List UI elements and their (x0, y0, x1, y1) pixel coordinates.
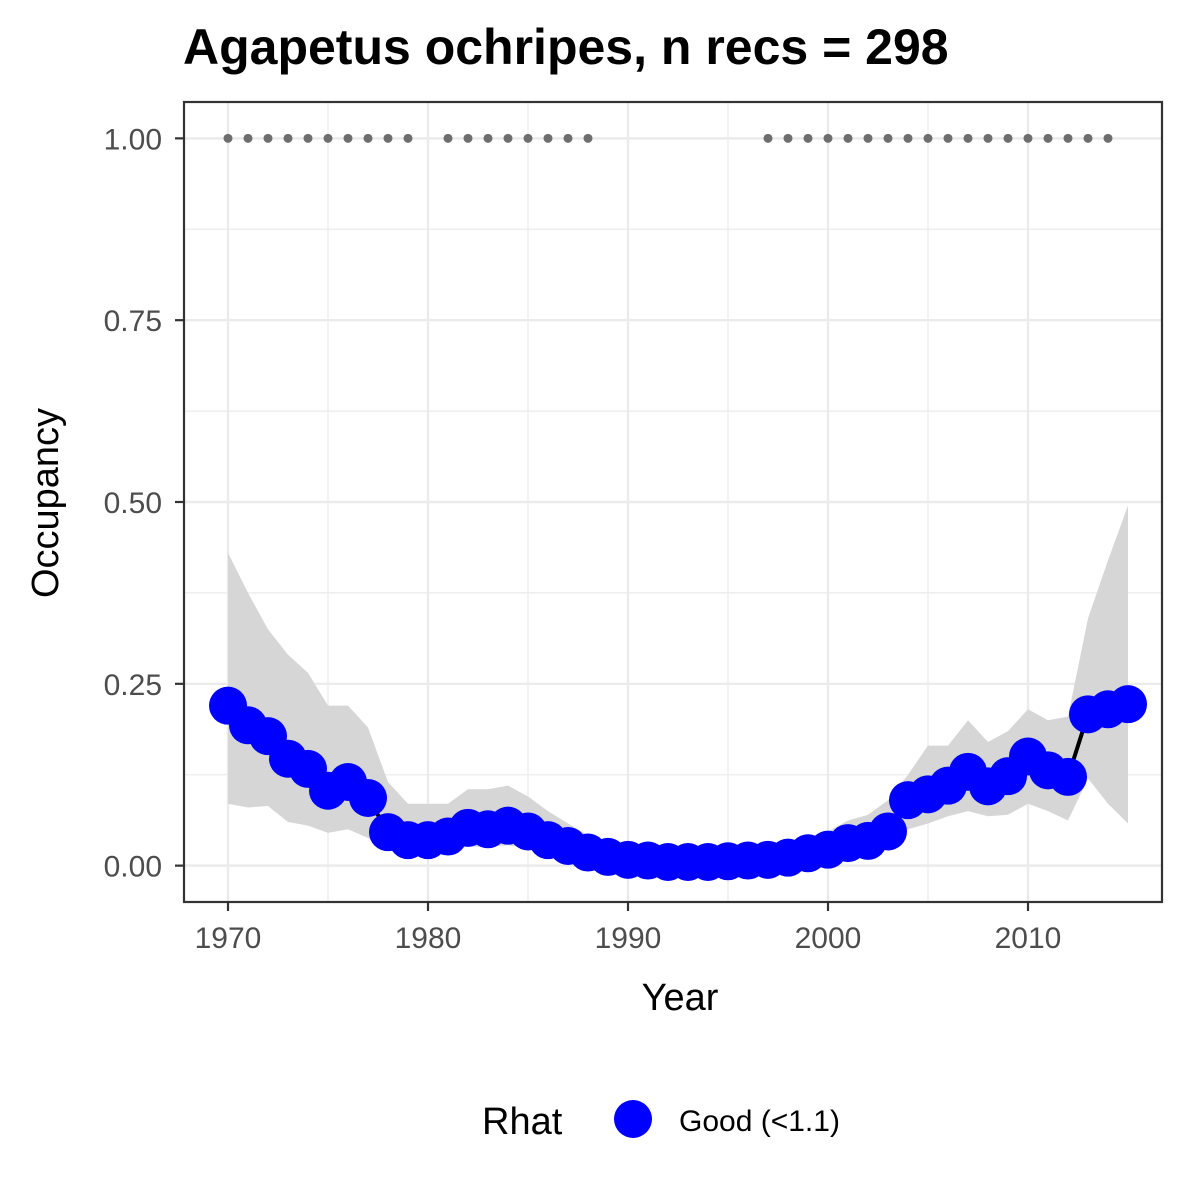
record-dot (323, 133, 333, 143)
record-dot (1023, 133, 1033, 143)
x-tick-label: 1970 (195, 922, 262, 955)
record-dot (243, 133, 253, 143)
record-dot (803, 133, 813, 143)
record-dot (263, 133, 273, 143)
record-dot (1063, 133, 1073, 143)
record-dot (583, 133, 593, 143)
record-dot (1103, 133, 1113, 143)
occupancy-point (1049, 757, 1087, 796)
x-tick-label: 1980 (395, 922, 462, 955)
record-dot (343, 133, 353, 143)
record-dot (383, 133, 393, 143)
x-tick-label: 2000 (795, 922, 862, 955)
legend-key-good (614, 1100, 652, 1138)
record-dot (403, 133, 413, 143)
x-axis-title: Year (642, 977, 719, 1019)
record-dot (563, 133, 573, 143)
occupancy-point (869, 812, 907, 851)
x-tick-label: 1990 (595, 922, 662, 955)
y-tick-label: 0.50 (104, 487, 162, 520)
record-dot (483, 133, 493, 143)
record-dot (1043, 133, 1053, 143)
record-dot (523, 133, 533, 143)
chart-title: Agapetus ochripes, n recs = 298 (183, 19, 949, 75)
record-dot (883, 133, 893, 143)
record-dot (843, 133, 853, 143)
record-dot (823, 133, 833, 143)
x-axis: 1970 1980 1990 2000 2010 (195, 902, 1062, 955)
y-axis: 0.00 0.25 0.50 0.75 1.00 (104, 123, 184, 884)
record-dot (503, 133, 513, 143)
occupancy-point (349, 779, 387, 817)
record-dot (463, 133, 473, 143)
record-dot (1003, 133, 1013, 143)
record-dot (983, 133, 993, 143)
y-axis-title: Occupancy (25, 408, 67, 598)
record-dot (1083, 133, 1093, 143)
y-tick-label: 0.75 (104, 305, 162, 338)
record-dots (223, 133, 1113, 143)
confidence-ribbon (228, 505, 1128, 865)
occupancy-points (209, 685, 1147, 881)
record-dot (283, 133, 293, 143)
record-dot (223, 133, 233, 143)
x-tick-label: 2010 (995, 922, 1062, 955)
legend-label-good: Good (<1.1) (679, 1105, 840, 1138)
record-dot (783, 133, 793, 143)
record-dot (943, 133, 953, 143)
occupancy-point (1109, 685, 1147, 724)
y-tick-label: 1.00 (104, 123, 162, 156)
record-dot (923, 133, 933, 143)
record-dot (303, 133, 313, 143)
record-dot (763, 133, 773, 143)
record-dot (863, 133, 873, 143)
record-dot (363, 133, 373, 143)
record-dot (963, 133, 973, 143)
legend: Rhat Good (<1.1) (482, 1100, 840, 1143)
y-tick-label: 0.00 (104, 851, 162, 884)
legend-title: Rhat (482, 1101, 563, 1143)
record-dot (903, 133, 913, 143)
y-tick-label: 0.25 (104, 669, 162, 702)
record-dot (543, 133, 553, 143)
record-dot (443, 133, 453, 143)
